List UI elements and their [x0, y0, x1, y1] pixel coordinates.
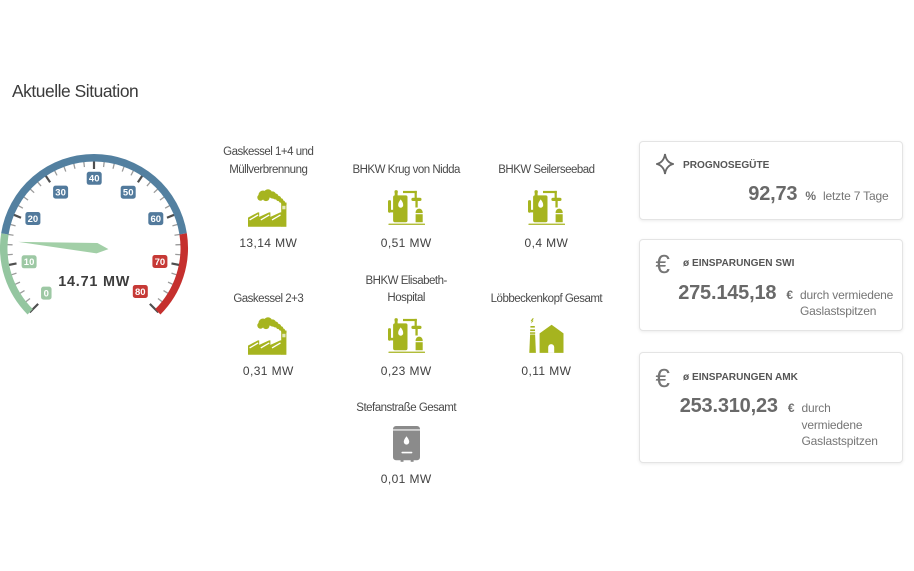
svg-text:20: 20 [28, 214, 39, 225]
svg-text:10: 10 [24, 257, 35, 268]
svg-text:40: 40 [89, 174, 100, 185]
svg-text:60: 60 [151, 214, 162, 225]
svg-text:70: 70 [155, 257, 166, 268]
svg-text:30: 30 [55, 188, 66, 199]
svg-text:50: 50 [123, 188, 134, 199]
svg-text:0: 0 [44, 289, 49, 300]
svg-text:80: 80 [135, 287, 146, 298]
